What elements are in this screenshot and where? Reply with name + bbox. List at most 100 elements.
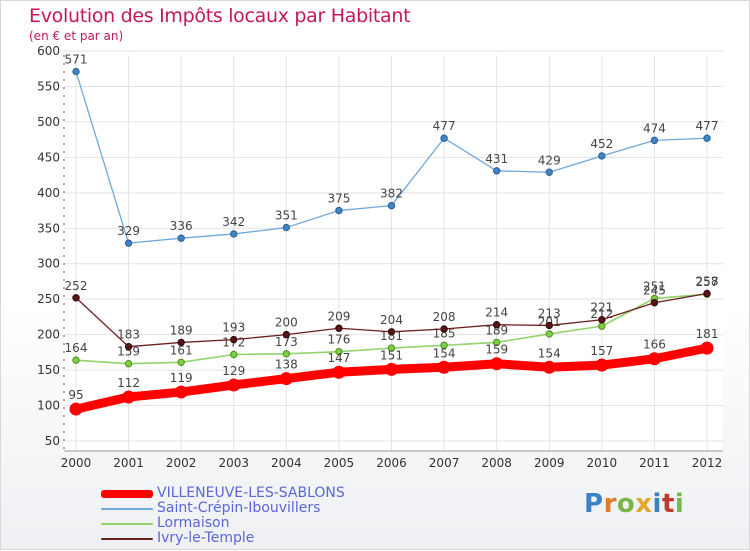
data-point-saint-crepin-2006 bbox=[387, 201, 396, 210]
data-point-saint-crepin-2001 bbox=[124, 239, 133, 247]
data-label-villeneuve-2008: 159 bbox=[485, 343, 508, 357]
data-point-saint-crepin-2008 bbox=[492, 167, 501, 175]
x-tick-label-2004: 2004 bbox=[271, 456, 302, 470]
data-label-lormaison-2005: 176 bbox=[327, 333, 350, 347]
data-label-saint-crepin-2001: 329 bbox=[117, 224, 140, 238]
x-tick-label-2010: 2010 bbox=[587, 456, 618, 470]
data-point-ivry-2005 bbox=[335, 324, 343, 332]
x-tick-label-2003: 2003 bbox=[218, 456, 249, 470]
x-tick-label-2011: 2011 bbox=[639, 456, 670, 470]
data-label-lormaison-2001: 159 bbox=[117, 345, 140, 359]
data-point-villeneuve-2008 bbox=[490, 357, 504, 371]
data-label-saint-crepin-2004: 351 bbox=[275, 209, 298, 223]
data-label-saint-crepin-2012: 477 bbox=[696, 119, 719, 133]
data-point-ivry-2002 bbox=[177, 338, 185, 347]
legend-swatch-ivry bbox=[101, 537, 153, 540]
y-tick-label-300: 300 bbox=[37, 257, 60, 271]
legend-swatch-villeneuve bbox=[101, 489, 153, 498]
data-point-ivry-2008 bbox=[492, 321, 501, 329]
legend-item-lormaison: Lormaison bbox=[101, 516, 345, 531]
data-label-ivry-2010: 221 bbox=[590, 301, 613, 315]
data-point-lormaison-2004 bbox=[282, 350, 291, 358]
chart-title: Evolution des Impôts locaux par Habitant bbox=[29, 5, 411, 27]
data-label-ivry-2006: 204 bbox=[380, 313, 403, 327]
data-point-lormaison-2008 bbox=[492, 338, 501, 347]
data-point-ivry-2011 bbox=[650, 299, 659, 307]
data-point-ivry-2000 bbox=[72, 294, 80, 302]
data-point-villeneuve-2007 bbox=[437, 360, 451, 374]
data-point-ivry-2003 bbox=[230, 335, 238, 344]
data-label-villeneuve-2012: 181 bbox=[696, 327, 719, 341]
data-point-lormaison-2010 bbox=[598, 322, 606, 330]
data-label-saint-crepin-2003: 342 bbox=[222, 215, 245, 229]
data-point-saint-crepin-2011 bbox=[650, 136, 659, 145]
data-label-saint-crepin-2000: 571 bbox=[65, 53, 88, 67]
data-point-ivry-2004 bbox=[282, 330, 291, 339]
data-point-saint-crepin-2009 bbox=[545, 168, 553, 176]
data-label-ivry-2008: 214 bbox=[485, 306, 508, 320]
x-tick-label-2007: 2007 bbox=[429, 456, 460, 470]
data-point-ivry-2007 bbox=[440, 325, 448, 333]
data-label-saint-crepin-2007: 477 bbox=[433, 119, 456, 133]
data-point-lormaison-2001 bbox=[124, 360, 133, 368]
y-tick-label-100: 100 bbox=[37, 399, 60, 413]
y-tick-label-550: 550 bbox=[37, 79, 60, 93]
legend-swatch-lormaison bbox=[101, 522, 153, 525]
data-point-lormaison-2009 bbox=[545, 330, 553, 338]
data-point-villeneuve-2002 bbox=[174, 385, 188, 399]
data-label-lormaison-2000: 164 bbox=[65, 341, 88, 355]
x-tick-label-2009: 2009 bbox=[534, 456, 565, 470]
y-tick-label-450: 450 bbox=[37, 150, 60, 164]
data-label-lormaison-2004: 173 bbox=[275, 335, 298, 349]
data-label-lormaison-2012: 257 bbox=[696, 275, 719, 289]
data-label-saint-crepin-2002: 336 bbox=[170, 219, 193, 233]
plot-area bbox=[64, 55, 723, 451]
data-label-villeneuve-2001: 112 bbox=[117, 376, 140, 390]
data-label-villeneuve-2000: 95 bbox=[68, 388, 83, 402]
data-label-saint-crepin-2006: 382 bbox=[380, 187, 403, 201]
data-point-villeneuve-2012 bbox=[700, 341, 714, 355]
data-label-saint-crepin-2010: 452 bbox=[590, 137, 613, 151]
data-point-villeneuve-2004 bbox=[279, 372, 293, 386]
x-tick-label-2005: 2005 bbox=[324, 456, 355, 470]
legend-label-ivry: Ivry-le-Temple bbox=[157, 530, 255, 546]
data-point-ivry-2006 bbox=[387, 328, 396, 336]
data-label-saint-crepin-2008: 431 bbox=[485, 152, 508, 166]
x-tick-label-2012: 2012 bbox=[692, 456, 723, 470]
data-label-villeneuve-2002: 119 bbox=[170, 371, 193, 385]
data-label-villeneuve-2009: 154 bbox=[538, 346, 561, 360]
data-label-ivry-2009: 213 bbox=[538, 306, 561, 320]
data-label-villeneuve-2010: 157 bbox=[590, 344, 613, 358]
data-label-lormaison-2008: 189 bbox=[485, 323, 508, 337]
data-point-lormaison-2002 bbox=[177, 358, 185, 366]
x-tick-label-2002: 2002 bbox=[166, 456, 197, 470]
data-label-ivry-2000: 252 bbox=[65, 279, 88, 293]
data-label-villeneuve-2011: 166 bbox=[643, 338, 666, 352]
y-tick-label-500: 500 bbox=[37, 115, 60, 129]
data-point-saint-crepin-2010 bbox=[598, 152, 606, 160]
x-tick-label-2001: 2001 bbox=[113, 456, 144, 470]
y-tick-label-250: 250 bbox=[37, 292, 60, 306]
data-point-villeneuve-2009 bbox=[542, 360, 556, 374]
y-tick-label-400: 400 bbox=[37, 186, 60, 200]
data-point-saint-crepin-2012 bbox=[703, 134, 711, 142]
y-tick-label-350: 350 bbox=[37, 221, 60, 235]
data-label-ivry-2001: 183 bbox=[117, 328, 140, 342]
data-point-lormaison-2006 bbox=[387, 344, 396, 352]
data-label-ivry-2007: 208 bbox=[433, 310, 456, 324]
data-point-lormaison-2003 bbox=[230, 350, 238, 359]
data-point-saint-crepin-2005 bbox=[335, 206, 343, 215]
data-point-saint-crepin-2002 bbox=[177, 234, 185, 242]
legend-item-saint-crepin: Saint-Crépin-Ibouvillers bbox=[101, 501, 345, 516]
data-point-saint-crepin-2003 bbox=[230, 230, 238, 238]
data-point-lormaison-2000 bbox=[72, 356, 80, 364]
legend-item-villeneuve: VILLENEUVE-LES-SABLONS bbox=[101, 486, 345, 501]
y-tick-label-50: 50 bbox=[45, 434, 60, 448]
data-point-lormaison-2005 bbox=[335, 347, 343, 356]
data-label-lormaison-2006: 181 bbox=[380, 329, 403, 343]
data-point-villeneuve-2011 bbox=[647, 352, 661, 366]
y-tick-label-200: 200 bbox=[37, 328, 60, 342]
x-tick-label-2006: 2006 bbox=[376, 456, 407, 470]
data-label-villeneuve-2007: 154 bbox=[433, 346, 456, 360]
data-point-villeneuve-2006 bbox=[385, 362, 398, 376]
